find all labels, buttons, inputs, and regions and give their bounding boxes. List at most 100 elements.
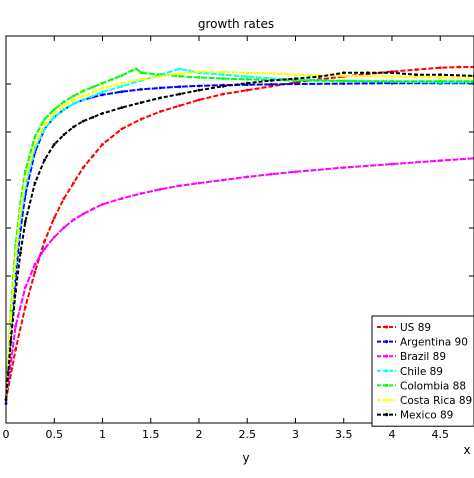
x-tick-label: 0 <box>3 428 10 441</box>
data-point <box>72 98 75 101</box>
x-tick-label: 2.5 <box>238 428 256 441</box>
x-tick-label: 3.5 <box>335 428 353 441</box>
data-point <box>198 182 201 185</box>
data-point <box>342 71 345 74</box>
legend-label: Costa Rica 89 <box>400 395 472 407</box>
data-point <box>391 75 394 78</box>
data-point <box>140 88 143 91</box>
data-point <box>415 73 418 76</box>
legend-marker <box>385 355 388 358</box>
data-point <box>222 93 225 96</box>
data-point <box>342 79 345 82</box>
legend-marker <box>385 384 388 387</box>
data-point <box>101 112 104 115</box>
data-point <box>222 179 225 182</box>
x-tick-label: 4.5 <box>431 428 449 441</box>
data-point <box>62 104 65 107</box>
x-axis-label: y <box>242 451 249 465</box>
data-point <box>246 71 249 74</box>
data-point <box>91 95 94 98</box>
data-point <box>120 106 123 109</box>
legend-marker <box>385 325 388 328</box>
data-point <box>91 155 94 158</box>
data-point <box>14 255 17 258</box>
data-point <box>91 91 94 94</box>
data-point <box>72 95 75 98</box>
data-point <box>120 82 123 85</box>
data-point <box>120 74 123 77</box>
data-point <box>366 71 369 74</box>
data-point <box>246 175 249 178</box>
chart-title: growth rates <box>198 17 274 31</box>
x-tick-label: 1 <box>99 428 106 441</box>
legend-label: Brazil 89 <box>400 351 446 363</box>
data-point <box>9 317 12 320</box>
data-point <box>9 340 12 343</box>
data-point <box>342 82 345 85</box>
data-point <box>342 166 345 169</box>
data-point <box>120 85 123 88</box>
data-point <box>62 133 65 136</box>
data-point <box>101 91 104 94</box>
data-point <box>24 286 27 289</box>
data-point <box>140 101 143 104</box>
data-point <box>159 86 162 89</box>
data-point <box>439 76 442 79</box>
data-point <box>140 78 143 81</box>
data-point <box>101 203 104 206</box>
data-point <box>294 170 297 173</box>
data-point <box>294 73 297 76</box>
data-point <box>14 290 17 293</box>
data-point <box>34 263 37 266</box>
data-point <box>178 93 181 96</box>
data-point <box>178 184 181 187</box>
data-point <box>14 325 17 328</box>
data-point <box>82 213 85 216</box>
data-point <box>135 67 138 70</box>
legend-marker <box>385 369 388 372</box>
data-point <box>178 104 181 107</box>
data-point <box>439 80 442 83</box>
data-point <box>24 306 27 309</box>
data-point <box>82 166 85 169</box>
legend-label: Argentina 90 <box>400 337 468 349</box>
data-point <box>91 208 94 211</box>
data-point <box>19 209 22 212</box>
data-point <box>91 86 94 89</box>
data-point <box>53 116 56 119</box>
data-point <box>43 118 46 121</box>
data-point <box>62 100 65 103</box>
data-point <box>439 159 442 162</box>
data-point <box>198 89 201 92</box>
legend-label: US 89 <box>400 322 431 334</box>
x-tick-label: 1.5 <box>142 428 160 441</box>
data-point <box>72 182 75 185</box>
data-point <box>53 236 56 239</box>
data-point <box>82 95 85 98</box>
data-point <box>62 226 65 229</box>
data-point <box>391 71 394 74</box>
data-point <box>270 83 273 86</box>
data-point <box>198 98 201 101</box>
data-point <box>222 85 225 88</box>
data-point <box>53 216 56 219</box>
data-point <box>130 69 133 72</box>
data-point <box>62 108 65 111</box>
data-point <box>439 73 442 76</box>
legend-marker <box>385 340 388 343</box>
data-point <box>43 247 46 250</box>
x-tick-label: 4 <box>388 428 395 441</box>
data-point <box>53 112 56 115</box>
data-point <box>159 188 162 191</box>
data-point <box>72 102 75 105</box>
data-point <box>159 97 162 100</box>
data-point <box>140 71 143 74</box>
data-point <box>391 163 394 166</box>
data-point <box>342 74 345 77</box>
data-point <box>111 78 114 81</box>
data-point <box>43 240 46 243</box>
data-point <box>270 72 273 75</box>
